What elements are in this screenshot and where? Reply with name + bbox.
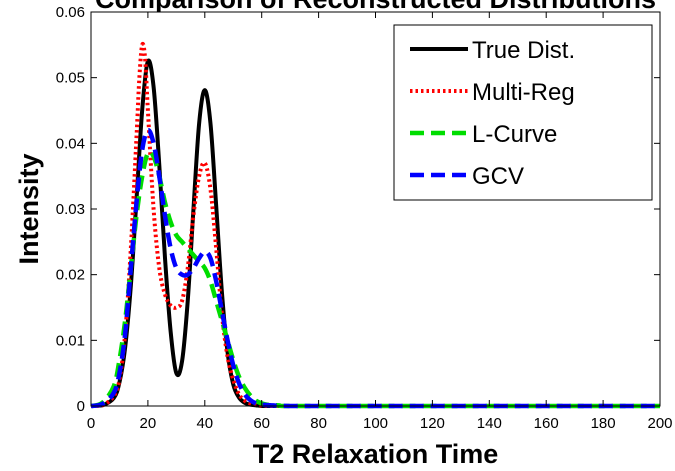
y-tick-label: 0.06: [56, 4, 85, 21]
x-tick-label: 100: [363, 415, 388, 432]
y-tick-label: 0.03: [56, 201, 85, 218]
legend-label: Multi-Reg: [472, 79, 575, 106]
y-axis-title: Intensity: [14, 153, 44, 264]
legend-label: True Dist.: [472, 37, 575, 64]
x-tick-label: 200: [647, 415, 672, 432]
chart-title: Comparison of Reconstructed Distribution…: [95, 0, 656, 14]
legend-box: [393, 24, 653, 201]
y-tick-label: 0.01: [56, 332, 85, 349]
ticks-layer: 0 20 40 60 80 100 120 140 160 180 200 0 0.01 0.02 0.03…: [56, 4, 673, 432]
x-tick-label: 60: [253, 415, 270, 432]
x-tick-label: 40: [196, 415, 213, 432]
legend-label: GCV: [472, 163, 524, 190]
x-tick-label: 120: [420, 415, 445, 432]
legend: True Dist. Multi-Reg L-Curve GCV: [393, 24, 653, 201]
x-tick-label: 20: [140, 415, 157, 432]
x-axis-title: T2 Relaxation Time: [253, 439, 499, 469]
series-line-gcv: [90, 127, 660, 409]
x-tick-label: 80: [310, 415, 327, 432]
x-tick-label: 140: [477, 415, 502, 432]
x-tick-label: 0: [87, 415, 95, 432]
y-tick-label: 0.02: [56, 267, 85, 284]
y-tick-label: 0.04: [56, 135, 85, 152]
y-tick-label: 0: [77, 398, 85, 415]
legend-label: L-Curve: [472, 121, 557, 148]
x-tick-label: 160: [534, 415, 559, 432]
y-tick-label: 0.05: [56, 70, 85, 87]
x-tick-label: 180: [591, 415, 616, 432]
